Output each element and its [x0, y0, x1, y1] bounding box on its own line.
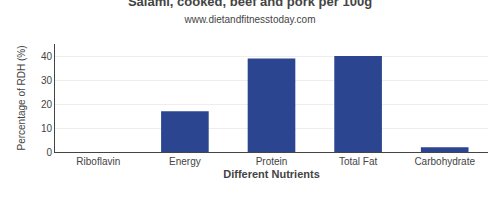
svg-text:20: 20	[41, 99, 53, 110]
svg-text:Salami, cooked, beef and pork: Salami, cooked, beef and pork per 100gww…	[128, 0, 372, 25]
svg-text:Protein: Protein	[256, 156, 288, 167]
svg-text:Energy: Energy	[169, 156, 201, 167]
svg-text:Total Fat: Total Fat	[339, 156, 378, 167]
svg-text:Different Nutrients: Different Nutrients	[223, 168, 320, 180]
svg-text:30: 30	[41, 75, 53, 86]
svg-text:10: 10	[41, 123, 53, 134]
svg-text:Carbohydrate: Carbohydrate	[414, 156, 475, 167]
svg-text:0: 0	[46, 147, 52, 158]
svg-text:Riboflavin: Riboflavin	[76, 156, 120, 167]
svg-text:Percentage of RDH (%): Percentage of RDH (%)	[16, 45, 27, 150]
svg-text:40: 40	[41, 51, 53, 62]
